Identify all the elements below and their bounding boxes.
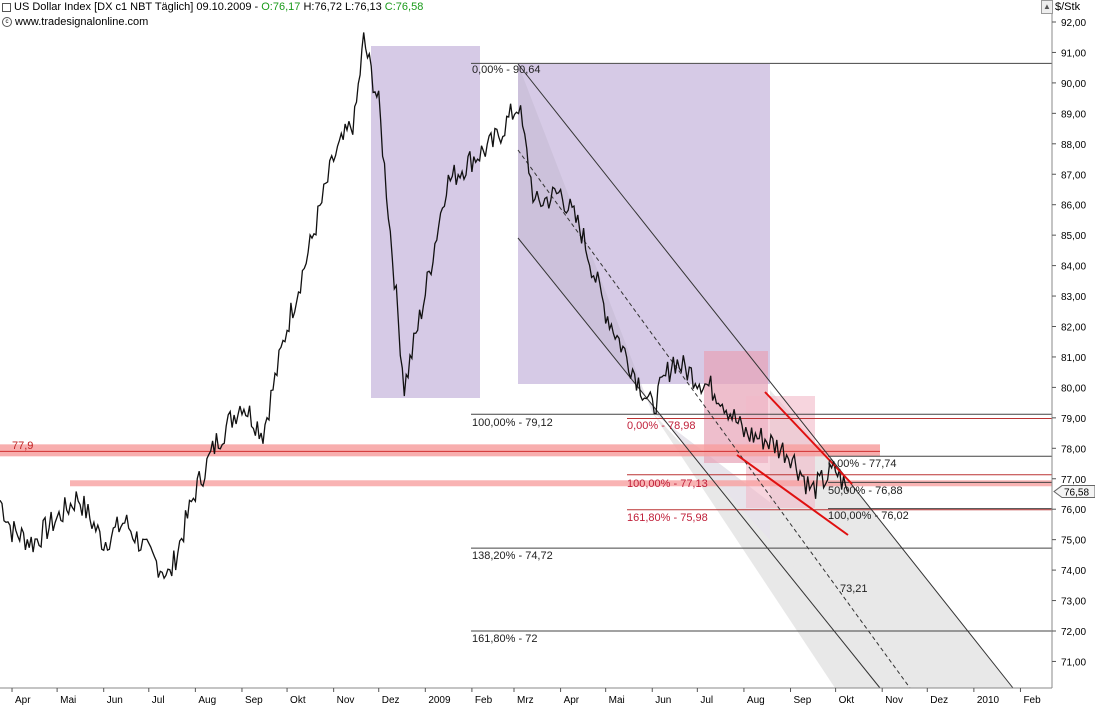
y-tick-label: 75,00 xyxy=(1061,536,1086,547)
x-tick-label: Jul xyxy=(152,695,165,706)
x-tick-label: Sep xyxy=(794,695,812,706)
fib-label: 0,00% - 78,98 xyxy=(627,420,696,432)
collapse-icon[interactable] xyxy=(2,2,11,12)
y-tick-label: 84,00 xyxy=(1061,262,1086,273)
y-tick-label: 87,00 xyxy=(1061,170,1086,181)
price-series xyxy=(0,32,849,580)
grid-layer xyxy=(0,62,1052,689)
support-band xyxy=(0,444,880,457)
x-tick-label: 2009 xyxy=(428,695,451,706)
last-price-label: 76,58 xyxy=(1064,488,1089,499)
y-tick-label: 73,00 xyxy=(1061,597,1086,608)
y-tick-label: 81,00 xyxy=(1061,353,1086,364)
y-tick-label: 76,00 xyxy=(1061,505,1086,516)
x-tick-label: Mai xyxy=(60,695,76,706)
low-value: L:76,13 xyxy=(345,1,382,13)
x-tick-label: Aug xyxy=(198,695,216,706)
website-label: www.tradesignalonline.com xyxy=(15,16,149,28)
channel-fill xyxy=(770,390,1013,688)
projection-label: 73,21 xyxy=(840,583,868,595)
y-tick-label: 74,00 xyxy=(1061,566,1086,577)
x-tick-label: Sep xyxy=(245,695,263,706)
channel-midline xyxy=(517,149,911,689)
zone-box xyxy=(371,46,480,398)
source-website: c www.tradesignalonline.com xyxy=(2,16,148,28)
fib-label: 50,00% - 76,88 xyxy=(828,485,903,497)
x-tick-label: Mai xyxy=(609,695,625,706)
y-tick-label: 71,00 xyxy=(1061,657,1086,668)
x-tick-label: Jul xyxy=(700,695,713,706)
fib-label: 100,00% - 76,02 xyxy=(828,510,909,522)
x-tick-label: Nov xyxy=(885,695,903,706)
x-tick-label: Mrz xyxy=(517,695,534,706)
x-tick-label: Jun xyxy=(655,695,671,706)
y-tick-label: 88,00 xyxy=(1061,140,1086,151)
channel-line xyxy=(517,63,1014,689)
fib-label: 161,80% - 72 xyxy=(472,633,537,645)
y-tick-label: 72,00 xyxy=(1061,627,1086,638)
x-tick-label: 2010 xyxy=(977,695,1000,706)
open-value: O:76,17 xyxy=(261,1,301,13)
fib-label: 100,00% - 79,12 xyxy=(472,417,553,429)
instrument-label: US Dollar Index [DX c1 NBT Täglich] 09.1… xyxy=(14,1,259,13)
y-tick-label: 86,00 xyxy=(1061,201,1086,212)
support-label: 77,9 xyxy=(12,440,33,452)
x-tick-label: Feb xyxy=(1023,695,1041,706)
last-price-tag xyxy=(1053,485,1095,499)
y-tick-label: 85,00 xyxy=(1061,231,1086,242)
fib-label: 161,80% - 75,98 xyxy=(627,512,708,524)
copyright-icon: c xyxy=(2,17,12,28)
price-line xyxy=(0,32,849,580)
x-tick-label: Dez xyxy=(382,695,400,706)
x-tick-label: Apr xyxy=(15,695,31,706)
fib-label: 0,00% - 90,64 xyxy=(472,64,541,76)
trend-line xyxy=(736,454,849,536)
trend-line xyxy=(764,391,853,485)
x-tick-label: Okt xyxy=(839,695,855,706)
y-tick-label: 90,00 xyxy=(1061,79,1086,90)
x-tick-label: Nov xyxy=(337,695,355,706)
instrument-title: US Dollar Index [DX c1 NBT Täglich] 09.1… xyxy=(2,1,423,13)
chart-header: US Dollar Index [DX c1 NBT Täglich] 09.1… xyxy=(0,0,1040,28)
annotation-layer: 77,9 0,00% - 90,64 100,00% - 79,12 138,20% … xyxy=(12,64,909,645)
x-tick-label: Jun xyxy=(107,695,123,706)
fib-label: 100,00% - 77,13 xyxy=(627,478,708,490)
y-tick-label: 82,00 xyxy=(1061,323,1086,334)
fib-label: 0,00% - 77,74 xyxy=(828,458,897,470)
scroll-up-icon[interactable]: ▲ xyxy=(1041,0,1053,14)
y-tick-label: 79,00 xyxy=(1061,414,1086,425)
y-tick-label: 92,00 xyxy=(1061,18,1086,29)
y-tick-label: 91,00 xyxy=(1061,48,1086,59)
y-tick-label: 78,00 xyxy=(1061,444,1086,455)
channel-line xyxy=(517,237,881,689)
y-tick-label: 80,00 xyxy=(1061,383,1086,394)
unit-label: $/Stk xyxy=(1055,1,1081,13)
high-value: H:76,72 xyxy=(303,1,342,13)
fib-label: 138,20% - 74,72 xyxy=(472,550,553,562)
support-band xyxy=(70,480,1052,487)
x-tick-label: Aug xyxy=(747,695,765,706)
x-tick-label: Feb xyxy=(475,695,493,706)
close-value: C:76,58 xyxy=(384,1,424,13)
y-tick-label: 77,00 xyxy=(1061,475,1086,486)
y-tick-label: 89,00 xyxy=(1061,109,1086,120)
x-tick-label: Apr xyxy=(564,695,580,706)
x-tick-label: Okt xyxy=(290,695,306,706)
x-tick-label: Dez xyxy=(930,695,948,706)
y-tick-label: 83,00 xyxy=(1061,292,1086,303)
